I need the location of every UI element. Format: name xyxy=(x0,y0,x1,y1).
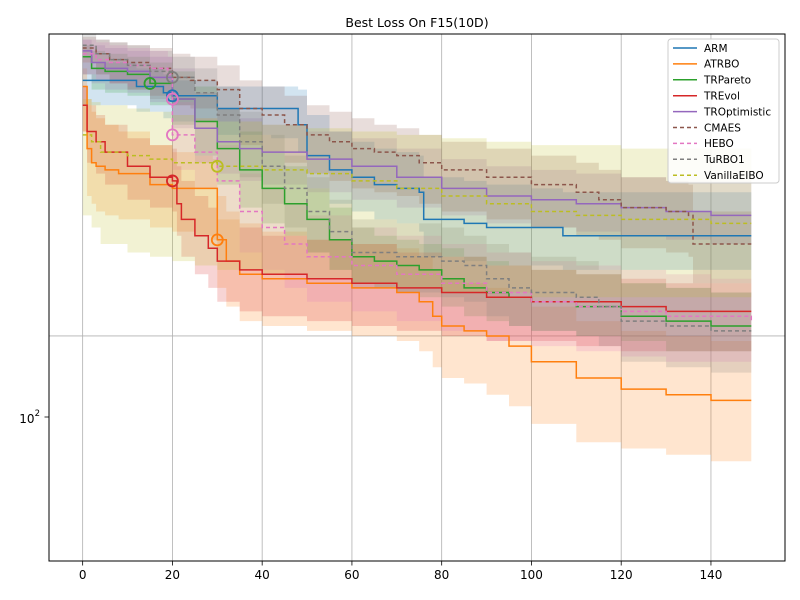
y-axis-ticks: 102 xyxy=(19,409,49,426)
plot-area-frame xyxy=(48,33,786,562)
legend: ARM ATRBO TRPareto TREvol TROptimistic CMAES H… xyxy=(667,38,780,184)
legend-label-troptimistic: TROptimistic xyxy=(703,106,771,118)
legend-entries: ARM ATRBO TRPareto TREvol TROptimistic CMAES H… xyxy=(673,43,771,182)
y-tick-label-exponent: 2 xyxy=(35,409,40,419)
legend-label-cmaes: CMAES xyxy=(704,122,741,134)
legend-label-hebo: HEBO xyxy=(704,138,734,150)
legend-label-trevol: TREvol xyxy=(703,91,740,103)
x-tick-label: 100 xyxy=(520,568,543,582)
x-tick-label: 20 xyxy=(165,568,180,582)
marker-atrbo xyxy=(210,233,224,247)
legend-label-turbo1: TuRBO1 xyxy=(703,154,745,166)
x-axis-ticks: 0 20 40 60 80 100 120 140 xyxy=(79,561,722,582)
legend-label-trpareto: TRPareto xyxy=(703,75,751,87)
series-lines xyxy=(82,44,753,402)
band-trpareto xyxy=(82,45,752,357)
series-line-troptimistic xyxy=(82,50,752,217)
legend-label-atrbo: ATRBO xyxy=(704,59,739,71)
series-markers xyxy=(143,70,224,247)
x-tick-label: 0 xyxy=(79,568,87,582)
legend-label-arm: ARM xyxy=(704,43,728,55)
band-turbo1 xyxy=(82,34,752,373)
y-tick-label-base: 10 xyxy=(19,412,34,426)
legend-box xyxy=(667,38,780,184)
series-line-atrbo xyxy=(82,85,752,402)
marker-vanillaeibo xyxy=(210,159,224,173)
marker-trpareto xyxy=(143,77,157,90)
y-tick-label: 102 xyxy=(19,409,40,426)
band-hebo xyxy=(82,39,752,362)
x-tick-label: 80 xyxy=(434,568,449,582)
marker-hebo xyxy=(166,128,179,142)
x-tick-label: 60 xyxy=(344,568,359,582)
band-cmaes xyxy=(82,36,752,284)
band-trevol xyxy=(82,86,752,352)
series-line-vanillaeibo xyxy=(82,134,752,225)
chart-title: Best Loss On F15(10D) xyxy=(345,15,488,30)
x-tick-label: 140 xyxy=(699,568,722,582)
band-arm xyxy=(82,62,752,270)
marker-trevol xyxy=(166,174,179,188)
x-tick-label: 120 xyxy=(610,568,633,582)
marker-turbo1 xyxy=(166,70,179,84)
x-tick-label: 40 xyxy=(255,568,270,582)
marker-hebo xyxy=(166,92,179,106)
legend-label-vanillaeibo: VanillaEIBO xyxy=(704,170,764,182)
series-line-turbo1 xyxy=(82,44,752,332)
